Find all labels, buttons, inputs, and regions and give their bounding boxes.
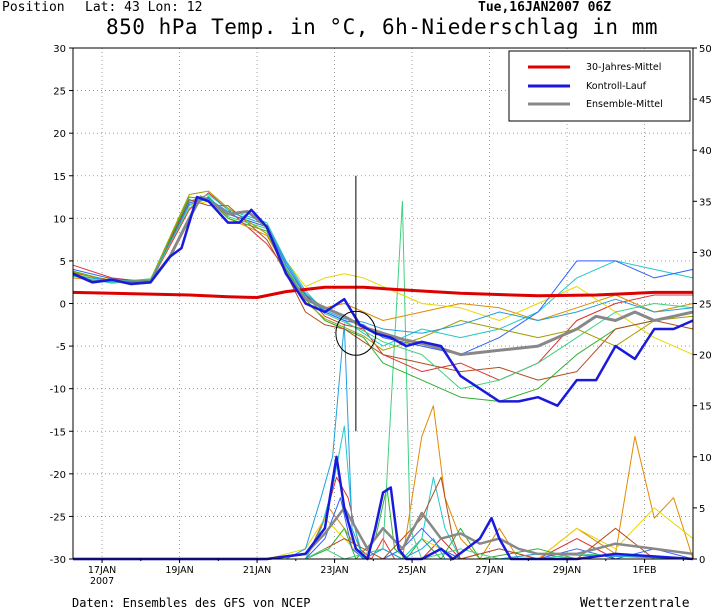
- temp-member-line: [72, 190, 694, 351]
- legend-label-control: Kontroll-Lauf: [586, 81, 647, 92]
- y-left-tick-label: 0: [60, 300, 66, 311]
- x-tick-label: 27JAN: [475, 565, 503, 576]
- temp-climate-line: [72, 285, 693, 299]
- y-right-tick-label: 15: [699, 402, 711, 413]
- precip-member-line: [73, 405, 694, 560]
- y-left-tick-label: 20: [53, 129, 66, 140]
- position-label: Position: [2, 0, 65, 15]
- temp-member-line: [72, 198, 694, 334]
- legend: 30-Jahres-Mittel Kontroll-Lauf Ensemble-…: [508, 50, 691, 122]
- precip-ensemble-mean-line: [73, 506, 694, 561]
- x-tick-sublabel: 2007: [90, 576, 114, 587]
- y-left-tick-label: 10: [53, 214, 66, 225]
- y-right-tick-label: 10: [699, 453, 711, 464]
- axes: -30 -25 -20 -15 -10 -5 0 5 10 15 20 25 30 0 5 10 15 20 25 3…: [50, 44, 711, 587]
- y-right-tick-label: 25: [699, 300, 711, 311]
- y-left-tick-label: -5: [56, 342, 66, 353]
- brand-label: Wetterzentrale: [580, 596, 690, 611]
- position-marker: [335, 175, 377, 432]
- x-tick-label: 17JAN: [88, 565, 116, 576]
- y-left-tick-label: 30: [53, 44, 66, 55]
- grid: [73, 48, 693, 559]
- x-tick-label: 23JAN: [320, 565, 348, 576]
- precipitation-lines: [73, 200, 694, 561]
- y-left-tick-label: -30: [50, 555, 66, 566]
- run-date-label: Tue,16JAN2007 06Z: [478, 0, 612, 15]
- temp-member-line: [72, 200, 694, 356]
- y-left-tick-label: 5: [60, 257, 66, 268]
- y-left-tick-label: -25: [50, 512, 66, 523]
- y-left-tick-label: -15: [50, 427, 66, 438]
- data-source: Daten: Ensembles des GFS von NCEP: [72, 596, 311, 610]
- x-tick-label: 29JAN: [553, 565, 581, 576]
- temp-control-line: [72, 195, 694, 407]
- y-left-tick-label: -20: [50, 470, 66, 481]
- temp-member-line: [72, 196, 694, 402]
- legend-label-ensemble-mean: Ensemble-Mittel: [586, 99, 663, 110]
- x-tick-label: 19JAN: [165, 565, 193, 576]
- temp-member-line: [72, 195, 694, 390]
- precip-member-line: [73, 476, 693, 560]
- y-left-tick-label: 25: [53, 87, 66, 98]
- y-right-tick-label: 30: [699, 248, 711, 259]
- y-right-tick-label: 20: [699, 351, 711, 362]
- lat-lon-label: Lat: 43 Lon: 12: [85, 0, 203, 15]
- chart-title: 850 hPa Temp. in °C, 6h-Niederschlag in …: [106, 15, 659, 39]
- marker-circle: [335, 310, 377, 356]
- precip-member-line: [73, 497, 694, 560]
- x-tick-label: 21JAN: [243, 565, 271, 576]
- temp-member-line: [72, 194, 694, 347]
- y-right-tick-label: 5: [699, 504, 705, 515]
- x-tick-label: 1FEB: [633, 565, 657, 576]
- y-left-tick-label: 15: [53, 172, 66, 183]
- y-right-tick-label: 40: [699, 146, 711, 157]
- temperature-lines: [72, 190, 694, 407]
- y-left-tick-label: -10: [50, 385, 66, 396]
- y-right-tick-label: 0: [699, 555, 705, 566]
- temp-ensemble-mean-line: [72, 195, 694, 357]
- x-tick-label: 25JAN: [398, 565, 426, 576]
- precip-member-line: [73, 323, 694, 560]
- legend-label-climate: 30-Jahres-Mittel: [586, 62, 661, 73]
- y-right-tick-label: 35: [699, 197, 711, 208]
- temp-member-line: [72, 197, 694, 356]
- y-right-tick-label: 45: [699, 95, 711, 106]
- y-right-tick-label: 50: [699, 44, 711, 55]
